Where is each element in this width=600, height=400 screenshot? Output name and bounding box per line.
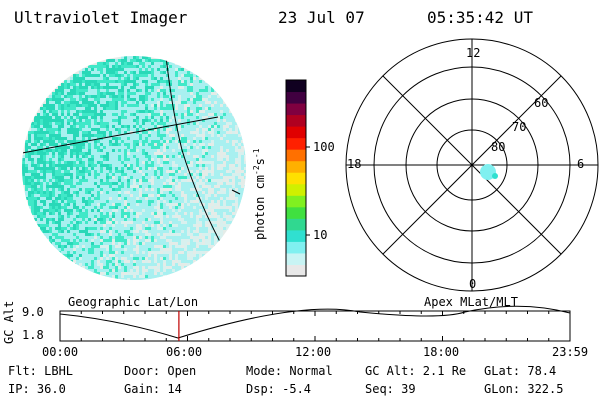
colorbar-cell — [286, 103, 306, 116]
timeline-right-title: Apex MLat/MLT — [424, 295, 518, 309]
uv-image[interactable] — [20, 54, 250, 284]
polar-ring-label-80: 80 — [491, 140, 506, 154]
polar-label-18: 18 — [347, 157, 362, 171]
glon-status: GLon: 322.5 — [484, 382, 564, 396]
ip-status: IP: 36.0 — [8, 382, 66, 396]
gc-alt-status: GC Alt: 2.1 Re — [365, 364, 467, 378]
colorbar-label: photon cm-2s-1 — [252, 148, 267, 240]
polar-ring-label-60: 60 — [534, 96, 549, 110]
polar-label-6: 6 — [577, 157, 585, 171]
door-status: Door: Open — [124, 364, 197, 378]
timeline-tick-24: 23:59 — [552, 345, 589, 359]
colorbar-cell — [286, 252, 306, 265]
dsp-status: Dsp: -5.4 — [246, 382, 312, 396]
timeline-tick-6: 06:00 — [166, 345, 203, 359]
glat-status: GLat: 78.4 — [484, 364, 557, 378]
gain-status: Gain: 14 — [124, 382, 182, 396]
colorbar-cell — [286, 149, 306, 162]
colorbar-cell — [286, 160, 306, 173]
altitude-timeline[interactable] — [59, 305, 571, 342]
colorbar-cell — [286, 114, 306, 127]
colorbar-cell — [286, 137, 306, 150]
timeline-tick-18: 18:00 — [423, 345, 460, 359]
polar-ring-label-70: 70 — [512, 120, 527, 134]
colorbar-cell — [286, 172, 306, 185]
lon-tick — [231, 189, 241, 195]
polar-aurora-core — [492, 173, 498, 179]
polar-diag-2 — [382, 75, 562, 255]
colorbar-cell — [286, 80, 306, 93]
colorbar-cell — [286, 206, 306, 219]
colorbar — [285, 79, 310, 277]
colorbar-cell — [286, 126, 306, 139]
seq-status: Seq: 39 — [365, 382, 416, 396]
altitude-curve — [59, 305, 571, 339]
mode-status: Mode: Normal — [246, 364, 333, 378]
colorbar-cell — [286, 229, 306, 242]
timeline-left-title: Geographic Lat/Lon — [68, 295, 199, 309]
timeline-tick-12: 12:00 — [295, 345, 332, 359]
polar-label-0: 0 — [469, 277, 477, 291]
app-title: Ultraviolet Imager — [14, 8, 188, 27]
colorbar-tick-label-100: 100 — [313, 140, 335, 154]
polar-plot[interactable] — [345, 38, 599, 292]
time-label: 05:35:42 UT — [427, 8, 533, 27]
colorbar-tick-label-10: 10 — [313, 228, 328, 242]
colorbar-cell — [286, 91, 306, 104]
polar-label-12: 12 — [466, 46, 481, 60]
colorbar-cell — [286, 241, 306, 254]
timeline-ymin: 1.8 — [22, 328, 44, 342]
colorbar-cell — [286, 183, 306, 196]
timeline-axis-label: GC Alt — [2, 300, 16, 344]
colorbar-cell — [286, 264, 306, 277]
filter-status: Flt: LBHL — [8, 364, 74, 378]
colorbar-frame — [285, 79, 307, 277]
colorbar-cell — [286, 218, 306, 231]
date-label: 23 Jul 07 — [278, 8, 365, 27]
timeline-ymax: 9.0 — [22, 305, 44, 319]
colorbar-cell — [286, 195, 306, 208]
lat-line — [22, 116, 219, 154]
timeline-tick-0: 00:00 — [42, 345, 79, 359]
